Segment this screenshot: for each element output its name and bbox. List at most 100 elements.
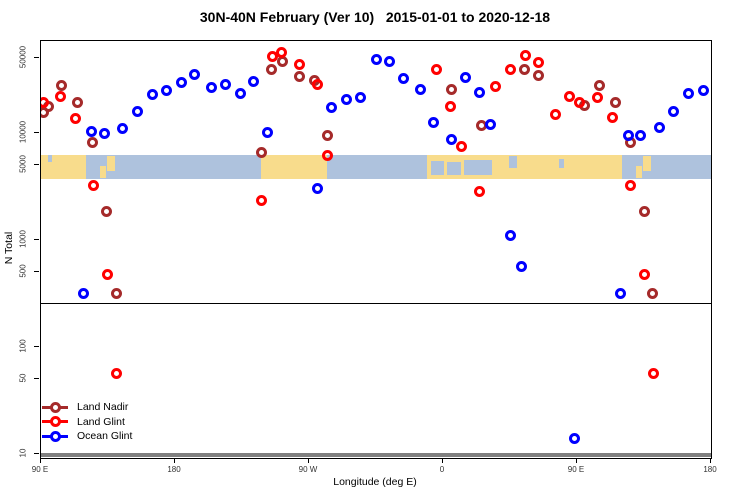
map-sea-patch — [48, 155, 53, 163]
legend-item-land-nadir: Land Nadir — [42, 400, 132, 415]
y-tick-label: 10 — [18, 448, 28, 458]
x-tick — [442, 458, 443, 463]
x-tick-label: 90 E — [567, 465, 585, 474]
land-glint-point — [489, 80, 501, 92]
map-sea-patch — [559, 158, 564, 169]
ocean-glint-point — [653, 121, 665, 133]
land-nadir-point — [609, 96, 621, 108]
ocean-glint-point — [261, 126, 273, 138]
land-nadir-point — [322, 130, 334, 142]
ocean-glint-point — [248, 76, 260, 88]
y-tick-label: 5000 — [18, 155, 28, 173]
legend-item-land-glint: Land Glint — [42, 415, 132, 430]
map-island-segment — [107, 156, 116, 171]
y-tick-label: 50000 — [18, 45, 28, 69]
ocean-glint-point — [176, 77, 188, 89]
ocean-glint-point — [188, 69, 200, 81]
land-glint-point — [87, 179, 99, 191]
land-glint-point — [648, 367, 660, 379]
ocean-glint-point — [698, 84, 710, 96]
map-band — [41, 155, 711, 180]
map-island-segment — [99, 165, 106, 178]
legend-item-ocean-glint: Ocean Glint — [42, 429, 132, 444]
ocean-glint-marker-icon — [42, 430, 68, 442]
land-glint-marker-icon — [42, 416, 68, 428]
land-glint-point — [430, 63, 442, 75]
land-nadir-point — [638, 206, 650, 218]
ocean-glint-point — [415, 84, 427, 96]
map-island-segment — [635, 165, 642, 178]
land-glint-point — [102, 268, 114, 280]
land-glint-point — [444, 101, 456, 113]
x-axis-baseline — [41, 453, 711, 457]
land-glint-point — [54, 91, 66, 103]
land-nadir-marker-icon — [42, 401, 68, 413]
chart-title: 30N-40N February (Ver 10) 2015-01-01 to … — [199, 9, 551, 25]
threshold-line — [41, 302, 711, 304]
x-tick — [40, 458, 41, 463]
ocean-glint-point — [473, 87, 485, 99]
land-glint-point — [41, 96, 50, 108]
ocean-glint-point — [623, 129, 635, 141]
land-glint-point — [592, 91, 604, 103]
land-nadir-point — [101, 206, 113, 218]
land-glint-point — [625, 179, 637, 191]
land-glint-point — [110, 367, 122, 379]
x-tick-label: 0 — [439, 465, 445, 474]
land-glint-point — [267, 51, 279, 63]
land-nadir-point — [110, 288, 122, 300]
x-tick-label: 180 — [703, 465, 717, 474]
ocean-glint-point — [668, 106, 680, 118]
land-nadir-point — [56, 79, 68, 91]
map-sea-patch — [447, 162, 461, 176]
ocean-glint-point — [341, 94, 353, 106]
land-nadir-point — [265, 63, 277, 75]
x-tick — [576, 458, 577, 463]
legend-label: Land Nadir — [77, 401, 129, 414]
land-nadir-point — [445, 83, 457, 95]
x-tick — [308, 458, 309, 463]
land-nadir-point — [86, 137, 98, 149]
x-tick-label: 180 — [167, 465, 181, 474]
legend: Land Nadir Land Glint Ocean Glint — [42, 400, 132, 444]
land-nadir-point — [647, 288, 659, 300]
y-tick — [34, 56, 39, 58]
ocean-glint-point — [354, 91, 366, 103]
ocean-glint-point — [398, 72, 410, 84]
land-glint-point — [256, 195, 268, 207]
y-tick — [34, 271, 39, 273]
land-nadir-point — [71, 96, 83, 108]
ocean-glint-point — [219, 79, 231, 91]
y-tick-label: 100 — [18, 339, 28, 353]
ocean-glint-point — [371, 54, 383, 66]
ocean-glint-point — [311, 183, 323, 195]
land-glint-point — [504, 64, 516, 76]
map-sea-patch — [431, 161, 445, 176]
land-glint-point — [532, 57, 544, 69]
ocean-glint-point — [383, 55, 395, 67]
land-glint-point — [321, 149, 333, 161]
y-tick-label: 50 — [18, 373, 28, 383]
y-tick-label: 1000 — [18, 229, 28, 248]
land-glint-point — [549, 108, 561, 120]
ocean-glint-point — [117, 123, 129, 135]
land-glint-point — [563, 91, 575, 103]
land-glint-point — [311, 78, 323, 90]
ocean-glint-point — [485, 118, 497, 130]
land-glint-point — [607, 112, 619, 124]
y-tick — [34, 164, 39, 166]
land-glint-point — [519, 50, 531, 62]
legend-label: Land Glint — [77, 415, 125, 428]
ocean-glint-point — [99, 128, 111, 140]
land-glint-point — [294, 59, 306, 71]
ocean-glint-point — [78, 287, 90, 299]
land-nadir-point — [294, 70, 306, 82]
land-glint-point — [70, 113, 82, 125]
y-tick — [34, 453, 39, 454]
ocean-glint-point — [614, 287, 626, 299]
map-sea-patch — [509, 156, 517, 169]
y-tick — [34, 378, 39, 380]
ocean-glint-point — [427, 116, 439, 128]
y-tick — [34, 345, 39, 347]
land-nadir-point — [256, 146, 268, 158]
